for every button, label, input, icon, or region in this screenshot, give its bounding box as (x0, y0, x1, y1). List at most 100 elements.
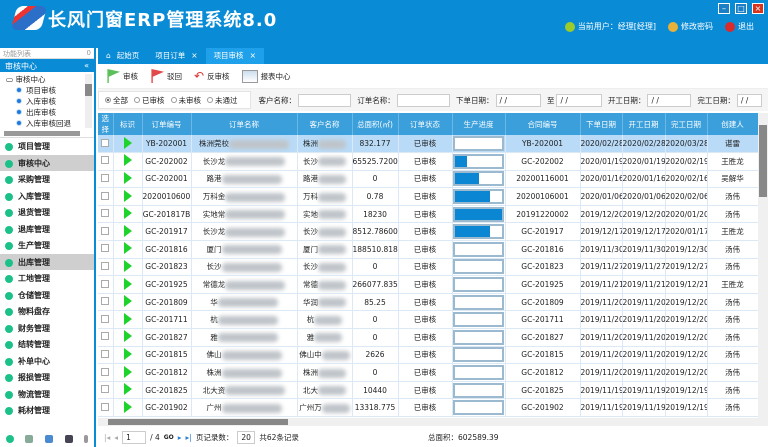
logout-button[interactable]: 退出 (725, 21, 754, 32)
column-header[interactable]: 生产进度 (452, 113, 506, 135)
tree-item[interactable]: 项目审核 (6, 85, 94, 96)
row-checkbox[interactable] (101, 402, 110, 411)
menu-item[interactable]: 物流管理 (0, 386, 94, 403)
minimize-button[interactable]: – (718, 3, 730, 14)
table-row[interactable]: GC-201816 厦门 厦门 188510.818 已审核 GC-201816 2019/… (98, 240, 758, 259)
row-checkbox[interactable] (101, 297, 110, 306)
menu-item[interactable]: 物料盘存 (0, 303, 94, 320)
row-checkbox[interactable] (101, 244, 110, 253)
table-row[interactable]: GC-201823 长沙 长沙 0 已审核 GC-201823 2019/11/27 2019… (98, 258, 758, 277)
menu-item[interactable]: 报损管理 (0, 369, 94, 386)
tree-hscrollbar[interactable] (4, 131, 80, 136)
unapprove-button[interactable]: ↶ 反审核 (194, 69, 230, 83)
first-page-button[interactable]: |◂ (104, 432, 111, 442)
menu-item[interactable]: 项目管理 (0, 138, 94, 155)
globe-icon[interactable] (44, 435, 53, 443)
menu-item[interactable]: 退货管理 (0, 204, 94, 221)
column-header[interactable]: 选择 (98, 113, 114, 135)
row-checkbox[interactable] (101, 173, 110, 182)
table-row[interactable]: GC-201825 北大资 北大 10440 已审核 GC-201825 2019/11/1… (98, 381, 758, 400)
menu-item[interactable]: 审核中心 (0, 154, 94, 171)
page-input[interactable]: 1 (122, 430, 147, 444)
menu-item[interactable]: 补单中心 (0, 353, 94, 370)
status-radio[interactable]: 已审核 (134, 95, 165, 106)
maximize-button[interactable]: □ (735, 3, 747, 14)
reject-button[interactable]: 驳回 (150, 69, 182, 83)
table-row[interactable]: GC-202001 路港 路港 0 已审核 20200116001 2020/01/16 20… (98, 170, 758, 189)
menu-item[interactable]: 仓储管理 (0, 287, 94, 304)
column-header[interactable]: 下单日期 (580, 113, 623, 135)
prev-page-button[interactable]: ◂ (114, 432, 119, 442)
status-radio[interactable]: 未通过 (207, 95, 238, 106)
table-row[interactable]: 20200106001 万科金 万科 0.78 已审核 20200106001 2020/0… (98, 187, 758, 206)
menu-item[interactable]: 耗材管理 (0, 402, 94, 419)
tab-project-orders[interactable]: 项目订单 × (147, 48, 205, 64)
tab-home[interactable]: ⌂ 起始页 (98, 48, 147, 64)
row-checkbox[interactable] (101, 349, 110, 358)
customer-input[interactable] (298, 93, 352, 107)
status-radio[interactable]: 未审核 (170, 95, 201, 106)
approve-button[interactable]: 审核 (106, 69, 138, 83)
table-row[interactable]: GC-201917长沙龙长沙8512.78600...已审核GC-2019172… (98, 222, 758, 242)
tab-project-audit[interactable]: 项目审核 × (205, 48, 264, 64)
row-checkbox[interactable] (101, 332, 110, 341)
menu-item[interactable]: 入库管理 (0, 188, 94, 205)
close-icon[interactable]: × (191, 51, 198, 60)
column-header[interactable]: 完工日期 (665, 113, 708, 135)
order-date-from[interactable]: / / (495, 93, 541, 107)
last-page-button[interactable]: ▸| (185, 432, 192, 442)
next-page-button[interactable]: ▸ (177, 432, 182, 442)
table-row[interactable]: GC-201711 杭杭 0 已审核 GC-201711 2019/11/20 2019/1… (98, 310, 758, 330)
finish-date-input[interactable]: / / (736, 93, 762, 107)
menu-item[interactable]: 出库管理 (0, 253, 94, 270)
row-checkbox[interactable] (101, 314, 110, 323)
row-checkbox[interactable] (101, 209, 110, 218)
more-icon[interactable] (84, 435, 89, 443)
column-header[interactable]: 总面积(㎡) (352, 113, 399, 135)
column-header[interactable]: 订单编号 (142, 113, 192, 135)
table-row[interactable]: GC-201817B 实地常 实地 18230 已审核 20191220002 2019/1… (98, 205, 758, 224)
vertical-scrollbar[interactable] (758, 113, 768, 418)
table-row[interactable]: YB-202001 株洲莞校 株洲 832.177 已审核 YB-202001 2020/0… (98, 135, 758, 154)
table-row[interactable]: GC-201925常德龙常德266077.835...已审核GC-2019252… (98, 275, 758, 294)
row-checkbox[interactable] (101, 226, 110, 235)
tree-item[interactable]: 入库审核 (6, 96, 94, 107)
column-header[interactable]: 标识 (113, 113, 143, 135)
table-row[interactable]: GC-201809 华华润 85.25 已审核 GC-201809 2019/11/20 2… (98, 293, 758, 312)
row-checkbox[interactable] (101, 138, 110, 147)
tree-item[interactable]: 入库审核回退 (6, 118, 94, 129)
row-checkbox[interactable] (101, 367, 110, 376)
menu-item[interactable]: 生产管理 (0, 237, 94, 254)
column-header[interactable]: 开工日期 (622, 113, 666, 135)
table-row[interactable]: GC-201815 佛山 佛山中 2626 已审核 GC-201815 2019/11/20… (98, 346, 758, 365)
row-checkbox[interactable] (101, 156, 110, 165)
start-date-input[interactable]: / / (647, 93, 692, 107)
cart-icon[interactable] (25, 435, 34, 443)
table-row[interactable]: GC-201827 雅雅 0 已审核 GC-201827 2019/11/20 2019/1… (98, 328, 758, 347)
page-size-input[interactable]: 20 (237, 430, 256, 444)
change-password-button[interactable]: 修改密码 (668, 21, 713, 32)
status-radio[interactable]: 全部 (105, 95, 128, 106)
pin-button[interactable]: 0 (86, 49, 91, 57)
menu-item[interactable]: 结转管理 (0, 336, 94, 353)
circle-icon[interactable] (5, 435, 14, 443)
table-row[interactable]: GC-201812 株洲 株洲 0 已审核 GC-201812 2019/11/20 2019… (98, 363, 758, 382)
column-header[interactable]: 订单名称 (191, 113, 298, 135)
menu-item[interactable]: 采购管理 (0, 171, 94, 188)
tree-item[interactable]: 出库审核 (6, 107, 94, 118)
tree-scrollbar[interactable] (85, 74, 92, 128)
row-checkbox[interactable] (101, 261, 110, 270)
close-button[interactable]: × (752, 3, 764, 14)
row-checkbox[interactable] (101, 191, 110, 200)
menu-item[interactable]: 财务管理 (0, 320, 94, 337)
column-header[interactable]: 创建人 (707, 113, 758, 135)
row-checkbox[interactable] (101, 385, 110, 394)
collapse-button[interactable]: « (84, 61, 89, 70)
order-name-input[interactable] (396, 93, 451, 107)
report-icon[interactable] (64, 435, 73, 443)
report-center-button[interactable]: 报表中心 (241, 69, 291, 83)
table-row[interactable]: GC-202002长沙龙长沙65525.7200...已审核GC-2020022… (98, 152, 758, 171)
menu-item[interactable]: 退库管理 (0, 221, 94, 238)
column-header[interactable]: 客户名称 (297, 113, 353, 135)
column-header[interactable]: 合同编号 (505, 113, 581, 135)
